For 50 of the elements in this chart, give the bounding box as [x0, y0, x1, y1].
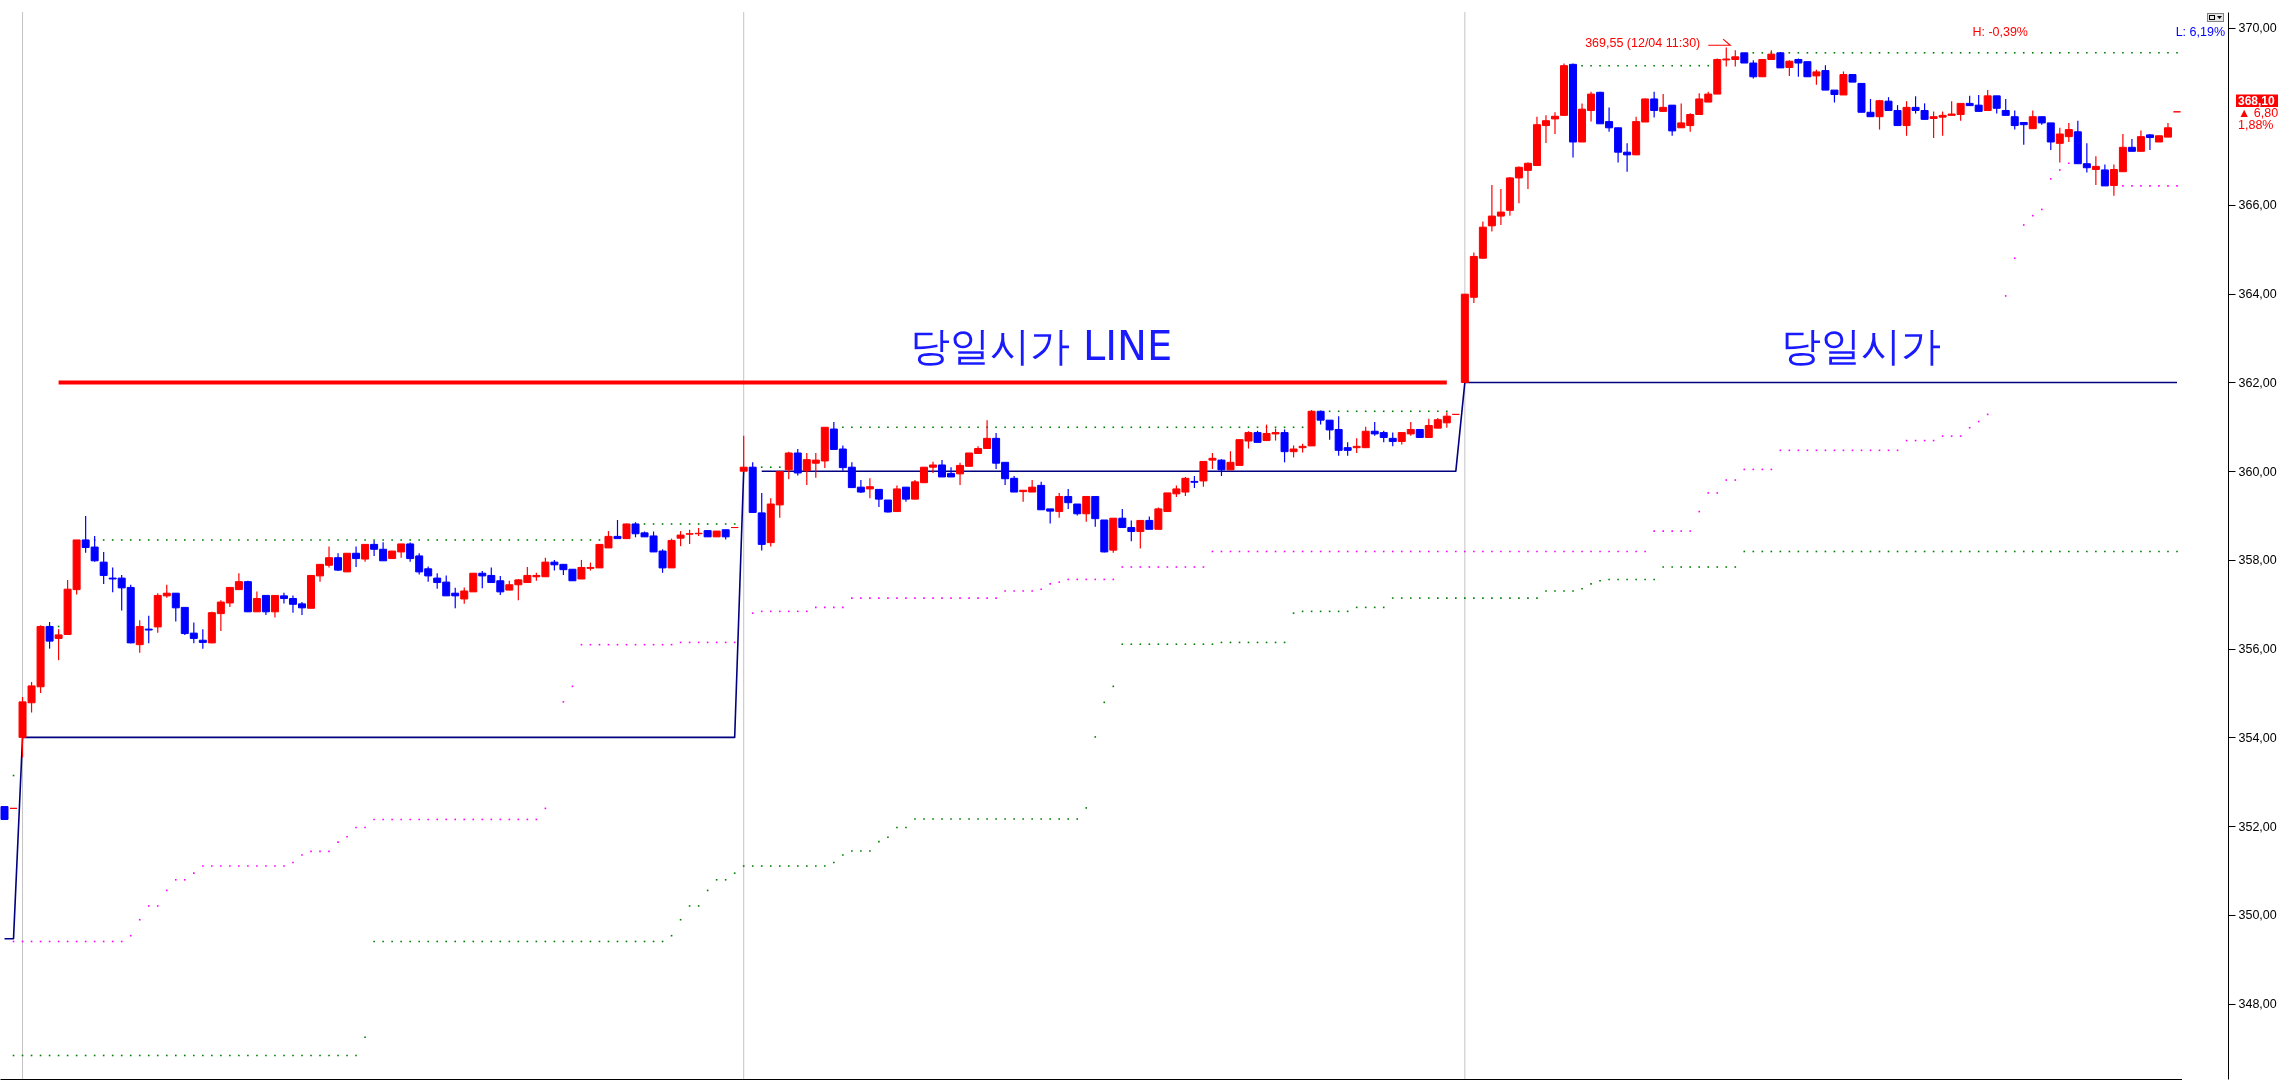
y-tick-label: 366,00 — [2238, 198, 2277, 213]
candlestick — [1839, 70, 1848, 96]
candlestick — [198, 628, 207, 650]
candlestick — [99, 551, 108, 585]
candlestick — [892, 484, 901, 513]
candlestick — [1902, 100, 1911, 137]
candlestick — [1082, 495, 1091, 523]
candlestick — [2136, 129, 2145, 152]
candlestick — [252, 590, 261, 613]
candlestick — [2145, 133, 2154, 151]
y-tick-label: 362,00 — [2238, 375, 2277, 390]
candlestick — [613, 519, 622, 540]
candlestick — [793, 448, 802, 477]
y-tick-label: 348,00 — [2238, 997, 2277, 1012]
candlestick — [784, 451, 793, 480]
candlestick — [135, 619, 144, 654]
annotation: 369,55 (12/04 11:30) — [1585, 36, 1701, 51]
candlestick — [1550, 111, 1559, 135]
annotation: H: -0,39% — [1972, 25, 2028, 39]
text: 1,88% — [2238, 117, 2274, 132]
candlestick — [144, 615, 153, 644]
candlestick — [1199, 460, 1208, 488]
candlestick — [1064, 488, 1073, 510]
candlestick — [1055, 492, 1064, 519]
y-tick-label: 358,00 — [2238, 553, 2277, 568]
candlestick — [352, 546, 361, 568]
candlestick — [2127, 138, 2136, 152]
y-tick-label: 370,00 — [2238, 21, 2277, 36]
y-tick-label: 364,00 — [2238, 287, 2277, 302]
candlestick — [865, 477, 874, 499]
candlestick — [1650, 91, 1659, 119]
candlestick — [1136, 519, 1145, 549]
candlestick — [2091, 155, 2100, 186]
candlestick — [1091, 495, 1100, 528]
candlestick — [261, 594, 270, 616]
series-label: 당일시가 LINE — [910, 323, 1173, 370]
y-tick-label: 350,00 — [2238, 908, 2277, 923]
candlestick — [739, 435, 748, 472]
y-tick-label: 352,00 — [2238, 819, 2277, 834]
series-label: 당일시가 — [1781, 323, 1942, 370]
y-tick-label: 356,00 — [2238, 642, 2277, 657]
candlestick — [1983, 89, 1992, 112]
y-tick-label: 354,00 — [2238, 730, 2277, 745]
candlestick — [2100, 164, 2109, 187]
y-tick-label: 360,00 — [2238, 464, 2277, 479]
annotation: L: 6,19% — [2175, 25, 2225, 39]
candlestick — [270, 594, 279, 619]
candlestick — [343, 552, 352, 573]
candlestick — [1875, 99, 1884, 131]
candlestick — [2028, 109, 2037, 130]
